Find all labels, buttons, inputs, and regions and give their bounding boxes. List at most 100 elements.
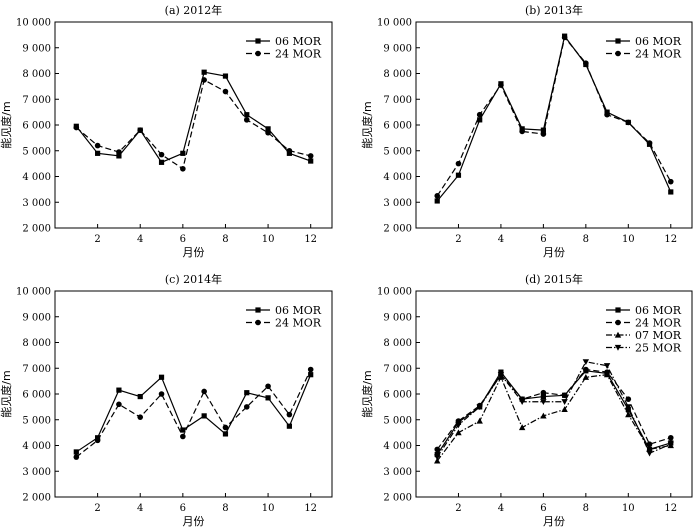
legend-marker bbox=[255, 50, 261, 57]
series-06-mor bbox=[73, 69, 314, 165]
data-point bbox=[476, 111, 483, 118]
legend-marker bbox=[615, 50, 621, 57]
chart-title: (b) 2013年 bbox=[525, 3, 583, 17]
legend-label: 24 MOR bbox=[635, 317, 682, 330]
data-point bbox=[116, 387, 122, 393]
series-line bbox=[75, 79, 311, 170]
data-point bbox=[73, 124, 80, 131]
legend-marker bbox=[615, 319, 621, 326]
data-point bbox=[434, 198, 440, 204]
data-point bbox=[455, 422, 462, 429]
x-tick-label: 10 bbox=[622, 234, 635, 245]
y-tick-label: 9 000 bbox=[383, 312, 412, 323]
data-point bbox=[604, 111, 610, 118]
x-axis-label: 月份 bbox=[183, 515, 205, 528]
y-tick-label: 5 000 bbox=[22, 146, 51, 157]
data-point bbox=[646, 441, 653, 448]
legend-marker bbox=[614, 344, 622, 351]
y-tick-label: 7 000 bbox=[383, 364, 412, 375]
x-tick-label: 12 bbox=[664, 503, 677, 514]
data-point bbox=[158, 151, 165, 158]
legend-marker bbox=[614, 331, 622, 338]
data-point bbox=[582, 373, 590, 380]
data-point bbox=[455, 160, 462, 167]
data-point bbox=[180, 427, 186, 433]
data-point bbox=[667, 434, 674, 441]
data-point bbox=[625, 119, 632, 126]
y-axis-label: 能见度/m bbox=[0, 101, 13, 148]
y-tick-label: 3 000 bbox=[383, 467, 412, 478]
data-point bbox=[201, 413, 207, 419]
chart-panel-1: (a) 2012年 2 000 3 000 4 000 5 000 6 000 7 000 8… bbox=[0, 3, 333, 259]
data-point bbox=[116, 401, 122, 408]
legend-label: 24 MOR bbox=[635, 48, 682, 61]
data-point bbox=[201, 77, 207, 83]
x-axis-label: 月份 bbox=[543, 246, 565, 259]
data-point bbox=[116, 149, 122, 155]
data-point bbox=[603, 371, 611, 378]
data-point bbox=[668, 189, 674, 195]
data-point bbox=[244, 390, 250, 396]
data-point bbox=[434, 454, 441, 461]
series-line bbox=[75, 369, 312, 458]
chart-title: (c) 2014年 bbox=[165, 272, 222, 286]
data-point bbox=[583, 60, 589, 66]
data-point bbox=[265, 126, 271, 132]
data-point bbox=[540, 127, 546, 133]
series-24-mor bbox=[73, 77, 314, 172]
y-tick-label: 2 000 bbox=[22, 224, 51, 235]
legend-marker bbox=[255, 38, 261, 44]
legend-label: 24 MOR bbox=[275, 48, 322, 61]
data-point bbox=[222, 431, 229, 437]
data-point bbox=[667, 441, 674, 448]
chart-panel-4: (d) 2015年 2 000 3 000 4 000 5 000 6 000 7 000 8… bbox=[360, 272, 693, 528]
data-point bbox=[497, 372, 505, 378]
series-line bbox=[436, 374, 671, 462]
data-point bbox=[625, 411, 632, 418]
legend-marker bbox=[255, 319, 261, 326]
y-tick-label: 3 000 bbox=[383, 198, 412, 209]
y-tick-label: 5 000 bbox=[383, 415, 412, 426]
x-tick-label: 12 bbox=[304, 503, 317, 514]
y-tick-label: 2 000 bbox=[383, 493, 412, 504]
series-24-mor bbox=[434, 366, 674, 453]
x-tick-label: 4 bbox=[498, 234, 504, 245]
data-point bbox=[625, 396, 632, 402]
data-point bbox=[540, 393, 546, 400]
y-tick-label: 10 000 bbox=[16, 18, 51, 29]
data-point bbox=[308, 372, 314, 378]
data-point bbox=[455, 172, 462, 178]
data-point bbox=[222, 73, 229, 79]
chart-title: (d) 2015年 bbox=[525, 272, 583, 286]
data-point bbox=[243, 117, 250, 123]
series-07-mor bbox=[434, 371, 674, 464]
y-tick-label: 9 000 bbox=[22, 312, 51, 323]
series-line bbox=[75, 374, 312, 453]
data-point bbox=[646, 140, 653, 146]
y-tick-label: 6 000 bbox=[22, 390, 51, 401]
data-point bbox=[518, 424, 526, 431]
data-point bbox=[540, 412, 547, 419]
x-tick-label: 2 bbox=[455, 234, 461, 245]
legend-label: 07 MOR bbox=[635, 329, 682, 342]
data-point bbox=[94, 142, 101, 149]
data-point bbox=[646, 450, 653, 457]
data-point bbox=[158, 391, 165, 397]
data-point bbox=[73, 454, 80, 460]
data-point bbox=[243, 404, 250, 410]
y-tick-label: 8 000 bbox=[22, 69, 51, 80]
data-point bbox=[307, 366, 314, 373]
data-point bbox=[265, 395, 271, 401]
y-tick-label: 3 000 bbox=[22, 198, 51, 209]
series-line bbox=[436, 36, 672, 197]
data-point bbox=[477, 117, 483, 123]
data-point bbox=[308, 158, 314, 164]
data-point bbox=[286, 411, 293, 418]
data-point bbox=[222, 88, 229, 95]
y-tick-label: 6 000 bbox=[383, 390, 412, 401]
data-point bbox=[73, 449, 79, 455]
y-tick-label: 10 000 bbox=[377, 18, 412, 29]
